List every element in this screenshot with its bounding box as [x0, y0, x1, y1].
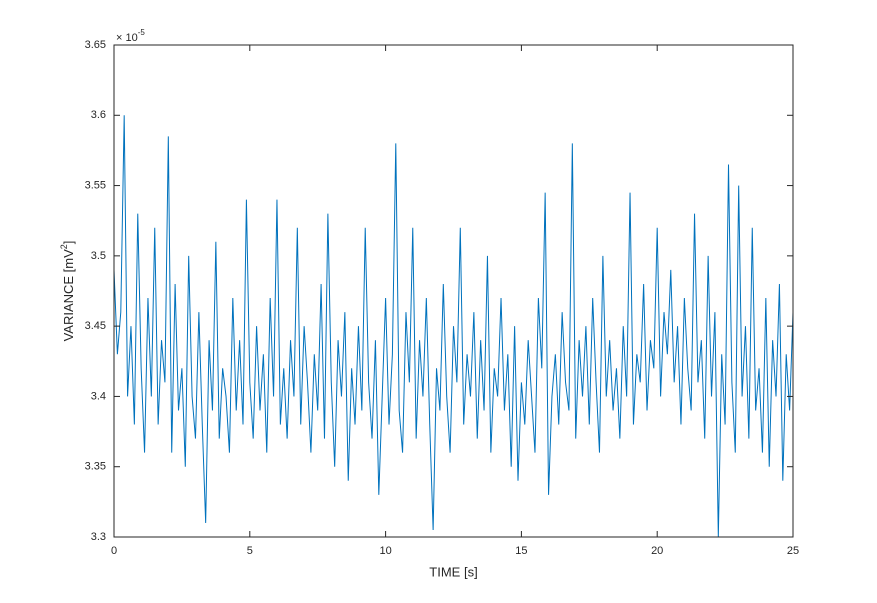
x-axis-label: TIME [s]	[429, 564, 477, 579]
x-tick-label: 20	[651, 545, 663, 557]
x-tick-label: 25	[787, 545, 799, 557]
y-multiplier: × 10-5	[116, 28, 145, 44]
x-tick-label: 10	[379, 545, 391, 557]
y-axis-label-end: ]	[61, 241, 76, 245]
y-tick-label: 3.35	[85, 461, 106, 473]
x-tick-label: 0	[111, 545, 117, 557]
y-multiplier-exponent: -5	[138, 28, 146, 37]
x-tick-label: 15	[515, 545, 527, 557]
y-tick-label: 3.65	[85, 39, 106, 51]
plot-area	[114, 45, 793, 537]
y-tick-label: 3.55	[85, 179, 106, 191]
y-tick-label: 3.6	[91, 109, 106, 121]
y-tick-label: 3.5	[91, 250, 106, 262]
y-axis-label: VARIANCE [mV2]	[59, 241, 76, 342]
x-tick-label: 5	[247, 545, 253, 557]
axes-box	[113, 44, 794, 538]
y-tick-label: 3.4	[91, 390, 106, 402]
y-axis-label-text: VARIANCE [mV	[61, 249, 76, 342]
data-line	[113, 115, 794, 538]
y-axis-label-sup: 2	[59, 244, 69, 249]
y-tick-label: 3.3	[91, 531, 106, 543]
y-multiplier-base: × 10	[116, 32, 138, 44]
y-tick-label: 3.45	[85, 320, 106, 332]
